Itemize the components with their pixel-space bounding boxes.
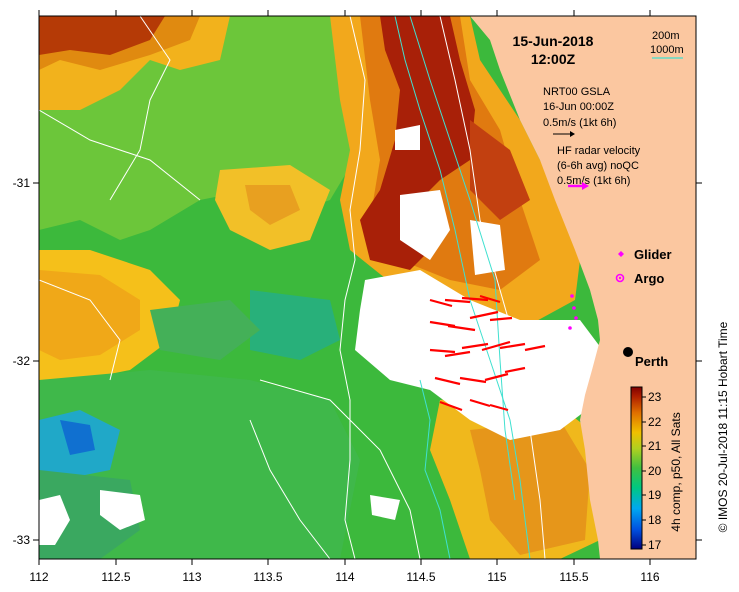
- colorbar-label: 4h comp, p50, All Sats: [669, 412, 683, 531]
- y-tick-label: -33: [13, 533, 31, 547]
- argo-legend-icon: [615, 273, 625, 283]
- gsla-arrow-icon: [553, 131, 575, 137]
- perth-label: Perth: [635, 354, 668, 369]
- colorbar-tick-label: 19: [648, 488, 662, 502]
- axis-ticks: [33, 10, 702, 565]
- x-tick-label: 114: [335, 570, 354, 584]
- hf-radar-title: HF radar velocity: [557, 145, 641, 157]
- map-time: 12:00Z: [531, 51, 576, 67]
- y-tick-label: -31: [13, 176, 31, 190]
- gsla-scale: 0.5m/s (1kt 6h): [543, 117, 616, 129]
- x-tick-label: 113.5: [253, 570, 282, 584]
- colorbar-tick-label: 23: [648, 390, 662, 404]
- colorbar-ticks: [642, 396, 646, 546]
- x-tick-label: 112.5: [101, 570, 130, 584]
- glider-label: Glider: [634, 247, 672, 262]
- colorbar-tick-label: 21: [648, 439, 662, 453]
- colorbar: [630, 386, 643, 550]
- x-tick-label: 112: [29, 570, 48, 584]
- hf-radar-arrow-icon: [568, 182, 589, 190]
- hf-radar-avg: (6-6h avg) noQC: [557, 160, 639, 172]
- map-date: 15-Jun-2018: [513, 33, 594, 49]
- argo-label: Argo: [634, 271, 664, 286]
- x-tick-label: 116: [640, 570, 659, 584]
- x-tick-label: 115.5: [559, 570, 588, 584]
- colorbar-tick-labels: 23 22 21 20 19 18 17: [648, 390, 662, 552]
- colorbar-tick-label: 18: [648, 513, 662, 527]
- gsla-title: NRT00 GSLA: [543, 86, 611, 98]
- y-axis-labels: -31 -32 -33: [13, 176, 31, 547]
- contour-200-label: 200m: [652, 30, 680, 42]
- x-tick-label: 114.5: [406, 570, 435, 584]
- y-tick-label: -32: [13, 354, 31, 368]
- colorbar-tick-label: 22: [648, 415, 662, 429]
- hf-radar-scale: 0.5m/s (1kt 6h): [557, 175, 630, 187]
- colorbar-tick-label: 20: [648, 464, 662, 478]
- x-axis-labels: 112 112.5 113 113.5 114 114.5 115 115.5 …: [29, 570, 659, 584]
- credit-text: © IMOS 20-Jul-2018 11:15 Hobart Time: [716, 321, 730, 532]
- colorbar-tick-label: 17: [648, 538, 662, 552]
- x-tick-label: 115: [487, 570, 506, 584]
- map-frame: [38, 15, 697, 560]
- sst-field: [39, 16, 696, 559]
- perth-marker: [623, 347, 633, 357]
- x-tick-label: 113: [182, 570, 201, 584]
- contour-1000-label: 1000m: [650, 44, 684, 56]
- glider-track: [568, 294, 578, 330]
- hf-radar-vectors: [429, 294, 546, 412]
- glider-legend-icon: [618, 251, 624, 257]
- gsla-time: 16-Jun 00:00Z: [543, 101, 614, 113]
